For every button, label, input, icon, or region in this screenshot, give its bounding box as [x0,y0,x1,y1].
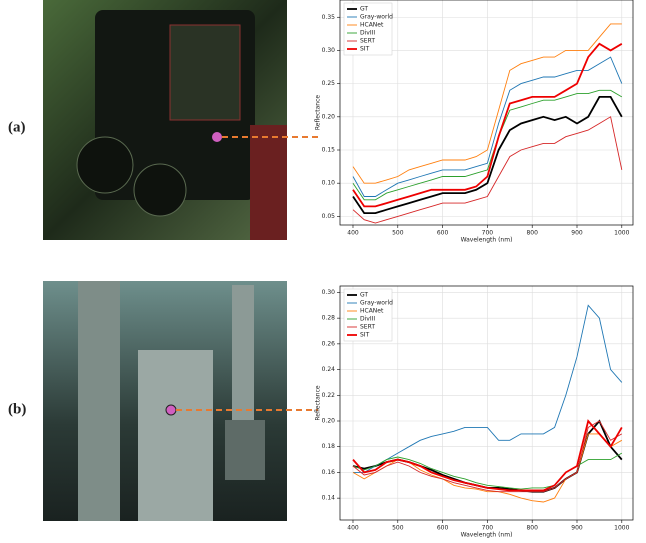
legend-box [343,2,393,56]
series-line [352,42,623,208]
series-line [352,89,623,201]
y-tick-label: 0.28 [322,315,336,322]
x-tick-label: 600 [437,525,449,532]
x-axis-label: Wavelength (nm) [461,532,513,539]
y-axis-label: Reflectance [315,95,322,130]
y-tick-label: 0.10 [322,180,336,187]
plot-frame [339,285,634,521]
x-tick-label: 900 [571,525,583,532]
y-tick-label: 0.22 [322,392,336,399]
x-tick-label: 500 [392,230,404,237]
legend-label: GT [360,6,368,13]
series-line [352,116,623,224]
y-tick-label: 0.18 [322,443,336,450]
legend-label: DivIII [360,30,375,37]
y-tick-label: 0.35 [322,14,336,21]
x-tick-label: 800 [526,525,538,532]
panel-label: (a) [8,119,26,135]
y-tick-label: 0.20 [322,113,336,120]
legend-label: SERT [360,324,375,331]
y-tick-label: 0.20 [322,418,336,425]
y-tick-label: 0.15 [322,147,336,154]
y-tick-label: 0.16 [322,469,336,476]
photo-b [43,281,318,521]
legend-label: Gray-world [360,300,393,307]
series-line [352,420,623,493]
y-tick-label: 0.26 [322,340,336,347]
series-line [352,23,622,184]
x-tick-label: 1000 [614,230,629,237]
legend-label: SERT [360,38,375,45]
x-tick-label: 400 [347,230,359,237]
y-tick-label: 0.25 [322,80,336,87]
y-tick-label: 0.24 [322,366,336,373]
plot-frame [339,0,634,226]
legend-label: GT [360,292,368,299]
x-axis-label: Wavelength (nm) [461,237,513,244]
series-line [352,56,623,197]
y-tick-label: 0.05 [322,213,336,220]
series-line [352,96,623,214]
panel-label: (b) [8,401,26,417]
x-tick-label: 400 [347,525,359,532]
legend-box [343,288,393,342]
photo-a [43,0,318,240]
legend-label: HCANet [360,22,384,29]
x-tick-label: 600 [437,230,449,237]
y-tick-label: 0.30 [322,289,336,296]
y-axis-label: Reflectance [315,385,322,420]
x-tick-label: 800 [526,230,538,237]
series-line [353,304,623,473]
legend-label: DivIII [360,316,375,323]
x-tick-label: 1000 [614,525,629,532]
y-tick-label: 0.14 [322,495,336,502]
x-tick-label: 900 [571,230,583,237]
legend-label: HCANet [360,308,384,315]
series-line [352,419,623,492]
legend-label: Gray-world [360,14,393,21]
x-tick-label: 700 [482,230,494,237]
legend-label: SIT [360,332,370,339]
x-tick-label: 700 [482,525,494,532]
legend-label: SIT [360,46,370,53]
x-tick-label: 500 [392,525,404,532]
y-tick-label: 0.30 [322,47,336,54]
